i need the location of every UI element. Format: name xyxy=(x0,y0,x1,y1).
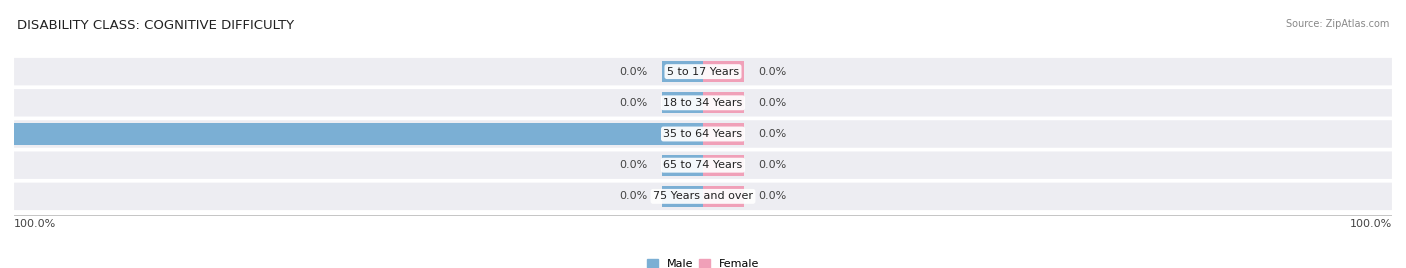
FancyBboxPatch shape xyxy=(14,120,1392,148)
Text: 35 to 64 Years: 35 to 64 Years xyxy=(664,129,742,139)
Text: 0.0%: 0.0% xyxy=(758,160,786,170)
Text: 5 to 17 Years: 5 to 17 Years xyxy=(666,67,740,77)
Text: DISABILITY CLASS: COGNITIVE DIFFICULTY: DISABILITY CLASS: COGNITIVE DIFFICULTY xyxy=(17,19,294,32)
Text: 100.0%: 100.0% xyxy=(1350,219,1392,229)
Bar xyxy=(703,61,744,82)
Text: Source: ZipAtlas.com: Source: ZipAtlas.com xyxy=(1285,19,1389,29)
Text: 0.0%: 0.0% xyxy=(758,191,786,201)
Bar xyxy=(703,155,744,176)
Text: 0.0%: 0.0% xyxy=(758,129,786,139)
FancyBboxPatch shape xyxy=(14,58,1392,85)
Text: 65 to 74 Years: 65 to 74 Years xyxy=(664,160,742,170)
Bar xyxy=(662,155,703,176)
Bar xyxy=(14,123,703,145)
Bar xyxy=(703,92,744,113)
Text: 0.0%: 0.0% xyxy=(620,67,648,77)
FancyBboxPatch shape xyxy=(14,151,1392,179)
FancyBboxPatch shape xyxy=(14,183,1392,210)
Text: 0.0%: 0.0% xyxy=(620,160,648,170)
Bar xyxy=(703,186,744,207)
Bar xyxy=(703,123,744,145)
Text: 0.0%: 0.0% xyxy=(758,67,786,77)
Bar xyxy=(662,61,703,82)
Text: 0.0%: 0.0% xyxy=(620,98,648,108)
Legend: Male, Female: Male, Female xyxy=(647,259,759,268)
Text: 0.0%: 0.0% xyxy=(758,98,786,108)
Text: 0.0%: 0.0% xyxy=(620,191,648,201)
Bar xyxy=(662,186,703,207)
Text: 18 to 34 Years: 18 to 34 Years xyxy=(664,98,742,108)
Bar xyxy=(662,92,703,113)
FancyBboxPatch shape xyxy=(14,89,1392,117)
Text: 100.0%: 100.0% xyxy=(14,219,56,229)
Text: 75 Years and over: 75 Years and over xyxy=(652,191,754,201)
